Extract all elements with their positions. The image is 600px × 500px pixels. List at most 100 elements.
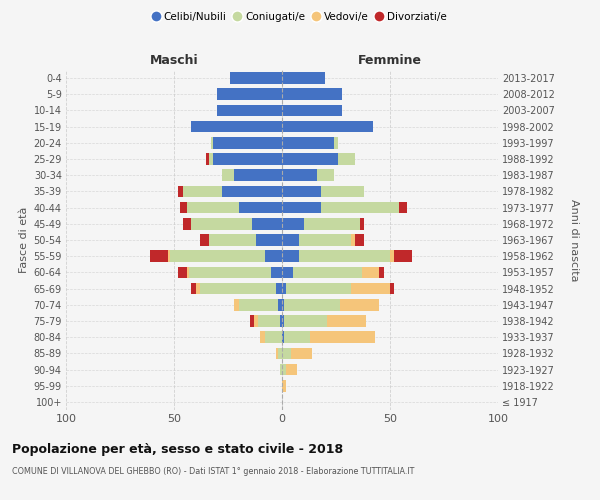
Text: Femmine: Femmine (358, 54, 422, 67)
Bar (150, 250, 167, 262)
Bar (260, 332, 265, 343)
Bar (310, 332, 375, 343)
Text: COMUNE DI VILLANOVA DEL GHEBBO (RO) - Dati ISTAT 1° gennaio 2018 - Elaborazione : COMUNE DI VILLANOVA DEL GHEBBO (RO) - Da… (12, 468, 415, 476)
Bar (328, 315, 366, 327)
Bar (282, 104, 343, 117)
Bar (182, 186, 221, 198)
Bar (275, 348, 278, 359)
Bar (217, 88, 282, 100)
Bar (258, 315, 280, 327)
Bar (299, 250, 390, 262)
Legend: Celibi/Nubili, Coniugati/e, Vedovi/e, Divorziati/e: Celibi/Nubili, Coniugati/e, Vedovi/e, Di… (149, 8, 451, 26)
Bar (217, 104, 282, 117)
Bar (213, 153, 282, 165)
Bar (282, 364, 286, 376)
Bar (221, 186, 282, 198)
Bar (282, 266, 293, 278)
Bar (282, 282, 286, 294)
Bar (351, 282, 390, 294)
Bar (362, 266, 379, 278)
Bar (239, 299, 278, 310)
Bar (394, 250, 412, 262)
Bar (338, 153, 355, 165)
Bar (187, 202, 239, 213)
Bar (282, 88, 343, 100)
Bar (189, 266, 271, 278)
Bar (282, 348, 290, 359)
Bar (167, 250, 170, 262)
Bar (235, 299, 239, 310)
Bar (200, 282, 275, 294)
Bar (293, 266, 362, 278)
Bar (182, 218, 191, 230)
Bar (191, 121, 282, 132)
Bar (252, 218, 282, 230)
Bar (282, 72, 325, 84)
Bar (282, 186, 321, 198)
Bar (191, 218, 252, 230)
Bar (239, 202, 282, 213)
Bar (265, 332, 282, 343)
Bar (286, 364, 297, 376)
Bar (280, 364, 282, 376)
Bar (284, 299, 340, 310)
Y-axis label: Anni di nascita: Anni di nascita (569, 198, 579, 281)
Bar (284, 315, 328, 327)
Bar (282, 153, 338, 165)
Bar (235, 170, 282, 181)
Bar (256, 234, 282, 246)
Bar (191, 282, 196, 294)
Bar (181, 202, 187, 213)
Bar (213, 137, 282, 148)
Bar (187, 266, 189, 278)
Bar (390, 282, 394, 294)
Bar (282, 380, 286, 392)
Bar (280, 315, 282, 327)
Bar (282, 299, 284, 310)
Bar (390, 250, 394, 262)
Bar (282, 332, 284, 343)
Bar (265, 250, 282, 262)
Bar (340, 299, 379, 310)
Bar (282, 137, 334, 148)
Bar (278, 299, 282, 310)
Bar (355, 234, 364, 246)
Bar (290, 348, 312, 359)
Bar (321, 186, 364, 198)
Bar (317, 170, 334, 181)
Y-axis label: Fasce di età: Fasce di età (19, 207, 29, 273)
Bar (284, 332, 310, 343)
Bar (278, 348, 282, 359)
Bar (200, 234, 209, 246)
Bar (271, 266, 282, 278)
Bar (379, 266, 383, 278)
Bar (286, 282, 351, 294)
Bar (206, 153, 209, 165)
Bar (254, 315, 258, 327)
Bar (398, 202, 407, 213)
Bar (170, 250, 265, 262)
Bar (209, 153, 213, 165)
Bar (282, 170, 317, 181)
Bar (282, 121, 373, 132)
Bar (334, 137, 338, 148)
Bar (178, 186, 182, 198)
Bar (304, 218, 360, 230)
Bar (299, 234, 351, 246)
Bar (230, 72, 282, 84)
Bar (178, 266, 187, 278)
Bar (221, 170, 235, 181)
Bar (275, 282, 282, 294)
Bar (321, 202, 398, 213)
Bar (211, 137, 213, 148)
Bar (282, 234, 299, 246)
Bar (282, 315, 284, 327)
Bar (209, 234, 256, 246)
Bar (351, 234, 355, 246)
Bar (282, 218, 304, 230)
Text: Maschi: Maschi (149, 54, 199, 67)
Bar (250, 315, 254, 327)
Text: Popolazione per età, sesso e stato civile - 2018: Popolazione per età, sesso e stato civil… (12, 442, 343, 456)
Bar (282, 250, 299, 262)
Bar (360, 218, 364, 230)
